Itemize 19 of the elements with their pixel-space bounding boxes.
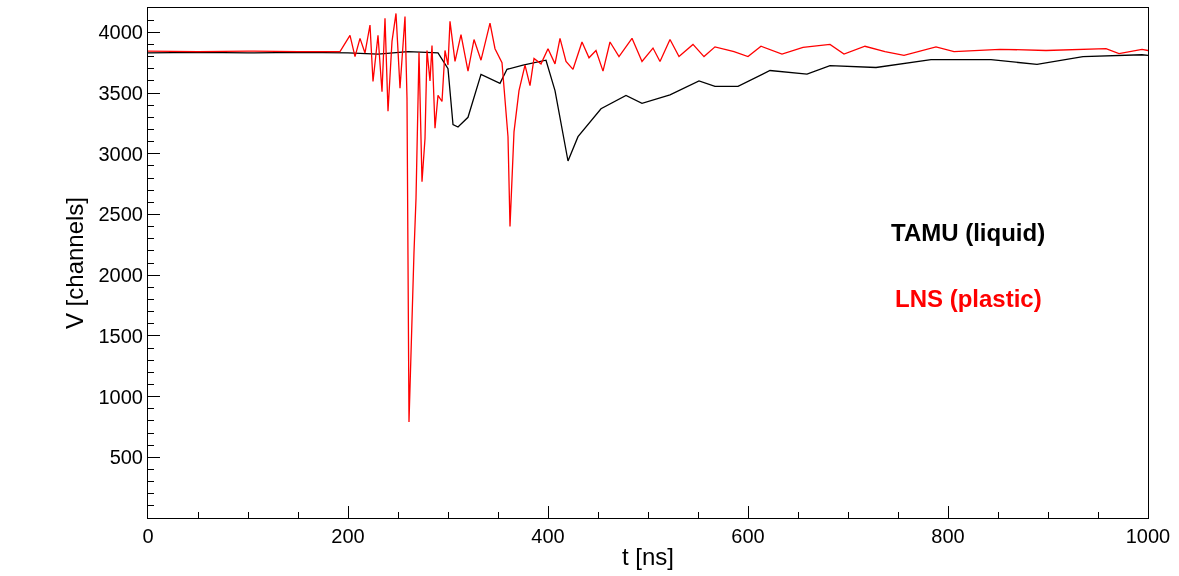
y-tick-label: 4000 bbox=[98, 21, 143, 44]
y-tick-label: 3000 bbox=[98, 142, 143, 165]
x-tick-label: 600 bbox=[731, 525, 765, 547]
y-tick-label: 500 bbox=[109, 446, 143, 469]
x-tick-label: 800 bbox=[931, 525, 965, 547]
x-axis-title: t [ns] bbox=[621, 543, 675, 571]
x-tick-label: 200 bbox=[331, 525, 365, 547]
line-series bbox=[148, 12, 1148, 423]
x-tick-label: 0 bbox=[142, 525, 154, 547]
y-tick-label: 2500 bbox=[98, 203, 143, 226]
text: LNS (plastic) bbox=[895, 285, 1042, 312]
y-axis-title: V [channels] bbox=[60, 196, 88, 330]
x-tick-label: 400 bbox=[531, 525, 565, 547]
text: TAMU (liquid) bbox=[891, 219, 1046, 246]
y-tick-label: 1500 bbox=[98, 324, 143, 347]
x-tick-label: 1000 bbox=[1125, 525, 1171, 547]
y-tick-label: 3500 bbox=[98, 82, 143, 104]
y-tick-label: 1000 bbox=[98, 385, 143, 408]
y-tick-label: 2000 bbox=[98, 264, 143, 287]
